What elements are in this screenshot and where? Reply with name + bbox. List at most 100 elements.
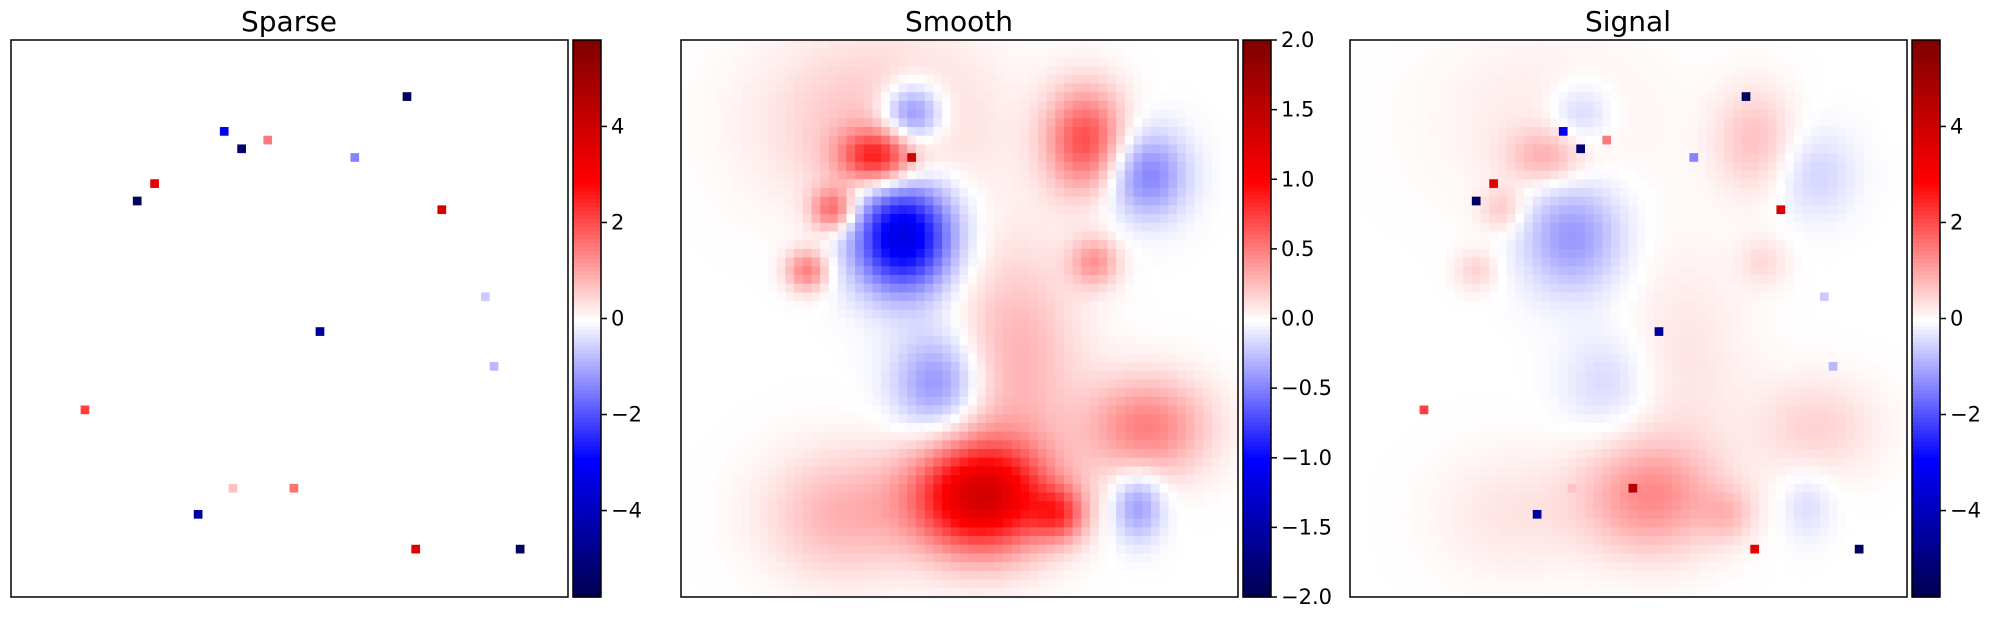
heatmap-cell xyxy=(28,432,37,441)
heatmap-cell xyxy=(1064,118,1073,127)
heatmap-cell xyxy=(272,136,281,145)
heatmap-cell xyxy=(72,57,81,66)
heatmap-cell xyxy=(263,501,272,510)
heatmap-cell xyxy=(324,66,333,75)
heatmap-cell xyxy=(785,40,794,49)
heatmap-cell xyxy=(229,292,238,301)
heatmap-cell xyxy=(368,371,377,380)
heatmap-cell xyxy=(333,258,342,267)
heatmap-cell xyxy=(472,545,481,554)
heatmap-cell xyxy=(194,84,203,93)
heatmap-cell xyxy=(403,379,412,388)
heatmap-cell xyxy=(298,536,307,545)
heatmap-cell xyxy=(168,310,177,319)
heatmap-cell xyxy=(272,179,281,188)
heatmap-cell xyxy=(411,118,420,127)
heatmap-cell xyxy=(81,388,90,397)
heatmap-cell xyxy=(350,197,359,206)
heatmap-cell xyxy=(81,301,90,310)
heatmap-cell xyxy=(481,118,490,127)
heatmap-cell xyxy=(333,519,342,528)
heatmap-cell xyxy=(142,310,151,319)
heatmap-cell xyxy=(98,231,107,240)
heatmap-cell xyxy=(11,475,20,484)
heatmap-cell xyxy=(1003,57,1012,66)
heatmap-cell xyxy=(403,266,412,275)
heatmap-cell xyxy=(55,284,64,293)
heatmap-cell xyxy=(211,292,220,301)
heatmap-cell xyxy=(133,57,142,66)
heatmap-cell xyxy=(168,249,177,258)
heatmap-cell xyxy=(542,397,551,406)
heatmap-cell xyxy=(350,40,359,49)
heatmap-cell xyxy=(542,336,551,345)
heatmap-cell xyxy=(1003,49,1012,58)
heatmap-cell xyxy=(255,144,264,153)
heatmap-cell xyxy=(342,397,351,406)
heatmap-cell xyxy=(437,49,446,58)
heatmap-cell xyxy=(194,484,203,493)
heatmap-cell xyxy=(977,136,986,145)
heatmap-cell xyxy=(168,388,177,397)
heatmap-cell xyxy=(28,292,37,301)
heatmap-cell xyxy=(211,197,220,206)
heatmap-cell xyxy=(1194,92,1203,101)
heatmap-cell xyxy=(324,371,333,380)
heatmap-cell xyxy=(551,144,560,153)
heatmap-cell xyxy=(446,319,455,328)
heatmap-cell xyxy=(168,379,177,388)
heatmap-cell xyxy=(202,223,211,232)
heatmap-cell xyxy=(551,440,560,449)
heatmap-cell xyxy=(733,92,742,101)
heatmap-cell xyxy=(890,92,899,101)
heatmap-cell xyxy=(446,40,455,49)
heatmap-cell xyxy=(1186,101,1195,110)
heatmap-cell xyxy=(63,171,72,180)
heatmap-cell xyxy=(498,292,507,301)
heatmap-cell xyxy=(446,388,455,397)
heatmap-cell xyxy=(420,493,429,502)
heatmap-cell xyxy=(307,501,316,510)
heatmap-cell xyxy=(1003,136,1012,145)
heatmap-cell xyxy=(350,562,359,571)
heatmap-cell xyxy=(481,66,490,75)
heatmap-cell xyxy=(533,118,542,127)
heatmap-cell xyxy=(350,240,359,249)
heatmap-cell xyxy=(1081,57,1090,66)
heatmap-cell xyxy=(437,553,446,562)
heatmap-cell xyxy=(359,240,368,249)
heatmap-cell xyxy=(142,571,151,580)
heatmap-cell xyxy=(829,84,838,93)
heatmap-cell xyxy=(377,536,386,545)
heatmap-cell xyxy=(1020,84,1029,93)
heatmap-cell xyxy=(1073,84,1082,93)
heatmap-cell xyxy=(551,379,560,388)
heatmap-cell xyxy=(960,40,969,49)
heatmap-cell xyxy=(533,258,542,267)
heatmap-cell xyxy=(1221,118,1230,127)
heatmap-cell xyxy=(37,501,46,510)
heatmap-cell xyxy=(864,101,873,110)
heatmap-cell xyxy=(142,519,151,528)
heatmap-cell xyxy=(794,101,803,110)
heatmap-cell xyxy=(89,249,98,258)
heatmap-cell xyxy=(72,345,81,354)
heatmap-cell xyxy=(490,179,499,188)
heatmap-cell xyxy=(403,562,412,571)
heatmap-cell xyxy=(37,536,46,545)
heatmap-cell xyxy=(255,371,264,380)
heatmap-cell xyxy=(20,258,29,267)
heatmap-cell xyxy=(55,75,64,84)
heatmap-cell xyxy=(420,310,429,319)
heatmap-cell xyxy=(150,249,159,258)
heatmap-cell xyxy=(72,336,81,345)
heatmap-cell xyxy=(368,397,377,406)
heatmap-cell xyxy=(751,84,760,93)
heatmap-cell xyxy=(925,110,934,119)
heatmap-cell xyxy=(55,205,64,214)
heatmap-cell xyxy=(507,336,516,345)
heatmap-cell xyxy=(411,580,420,589)
heatmap-cell xyxy=(255,484,264,493)
heatmap-cell xyxy=(202,266,211,275)
heatmap-cell xyxy=(98,580,107,589)
